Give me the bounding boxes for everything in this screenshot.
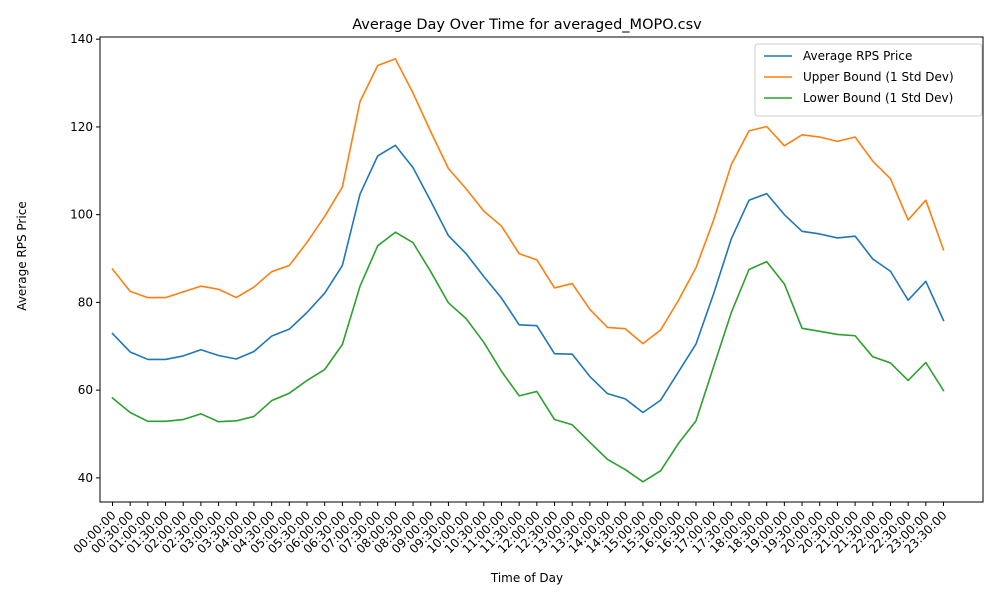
y-axis-ticks: 40 60 80 100 120 140 <box>70 32 100 485</box>
plot-frame <box>99 36 984 503</box>
y-tick-label: 120 <box>70 120 93 134</box>
legend-frame <box>754 43 983 117</box>
y-tick-label: 100 <box>70 208 93 222</box>
x-axis-label: Time of Day <box>490 571 563 585</box>
series-line-2 <box>111 58 945 345</box>
y-tick-label: 60 <box>78 383 93 397</box>
series-line-3 <box>111 231 945 483</box>
y-tick-label: 40 <box>78 471 93 485</box>
x-axis-ticks: 00:00:0000:30:0001:00:0001:30:0002:00:00… <box>71 502 950 556</box>
legend-entry: Upper Bound (1 Std Dev) <box>803 70 954 84</box>
plot-area-border <box>99 36 984 503</box>
chart-title: Average Day Over Time for averaged_MOPO.… <box>352 17 702 33</box>
legend-entry: Lower Bound (1 Std Dev) <box>803 91 953 105</box>
legend-entry: Average RPS Price <box>803 49 912 63</box>
legend: Average RPS Price Upper Bound (1 Std Dev)… <box>754 43 983 117</box>
series-lines <box>111 58 945 483</box>
y-axis-label: Average RPS Price <box>15 201 29 310</box>
y-tick-label: 80 <box>78 295 93 309</box>
y-tick-label: 140 <box>70 32 93 46</box>
series-line-1 <box>111 144 945 414</box>
